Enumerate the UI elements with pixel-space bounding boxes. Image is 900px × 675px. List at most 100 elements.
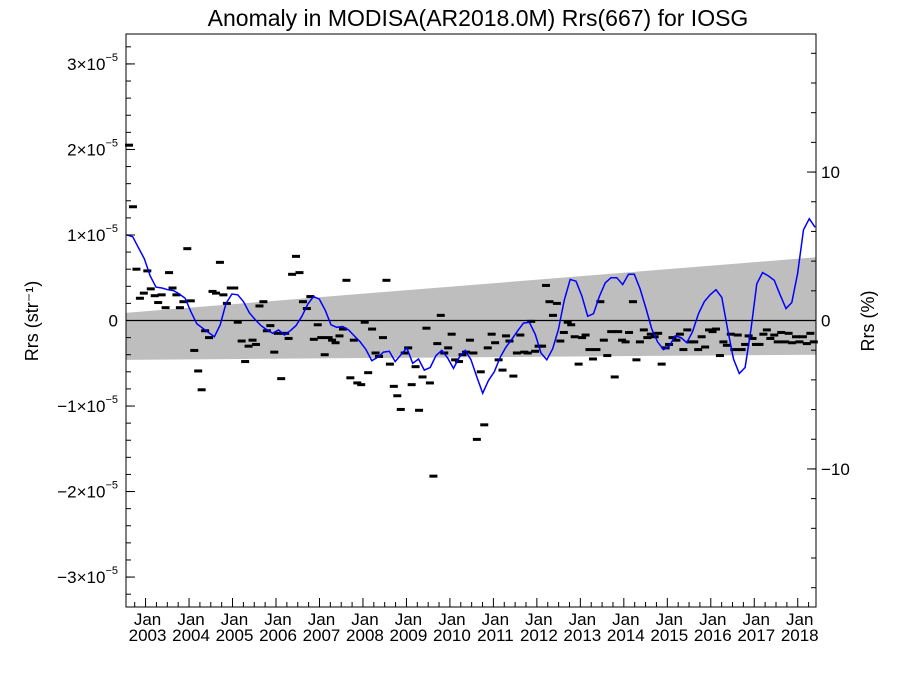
- y-axis-label-right: Rrs (%): [858, 291, 878, 352]
- data-point: [197, 388, 206, 392]
- data-point: [784, 331, 793, 335]
- data-point: [150, 294, 159, 298]
- data-point: [654, 331, 663, 335]
- data-point: [574, 362, 583, 366]
- data-point: [465, 338, 474, 342]
- data-point: [255, 304, 264, 308]
- data-point: [480, 423, 489, 427]
- data-point: [603, 354, 612, 358]
- data-point: [295, 271, 304, 275]
- data-point: [512, 351, 521, 355]
- data-point: [781, 340, 790, 344]
- x-tick-year: 2013: [563, 626, 601, 645]
- data-point: [230, 286, 239, 290]
- data-point: [444, 346, 453, 350]
- data-point: [135, 296, 144, 300]
- y-right-tick-label: 0: [821, 312, 830, 331]
- data-point: [712, 327, 720, 331]
- data-point: [665, 342, 674, 346]
- data-point: [675, 332, 684, 336]
- data-point: [476, 370, 485, 374]
- data-point: [643, 336, 652, 340]
- data-point: [349, 338, 358, 342]
- data-point: [559, 330, 568, 334]
- data-point: [168, 286, 177, 290]
- data-point: [719, 340, 728, 344]
- data-point: [364, 371, 373, 375]
- data-point: [146, 287, 155, 291]
- x-tick-month: Jan: [221, 610, 248, 629]
- data-point: [139, 291, 148, 295]
- data-point: [404, 346, 413, 350]
- data-point: [205, 336, 214, 340]
- data-point: [447, 332, 456, 336]
- data-point: [567, 323, 576, 327]
- data-point: [298, 300, 307, 304]
- data-point: [809, 340, 818, 344]
- data-point: [382, 278, 391, 282]
- data-point: [338, 327, 347, 331]
- data-point: [596, 300, 605, 304]
- x-tick-year: 2014: [607, 626, 645, 645]
- data-point: [755, 342, 764, 346]
- data-point: [125, 143, 134, 147]
- y-tick-label: 1×10−5: [67, 223, 118, 245]
- data-point: [792, 335, 800, 339]
- data-point: [556, 339, 565, 343]
- data-point: [143, 269, 152, 273]
- data-point: [679, 348, 688, 352]
- x-tick-year: 2018: [781, 626, 819, 645]
- data-point: [165, 271, 174, 275]
- data-point: [741, 342, 750, 346]
- series-line: [126, 217, 816, 396]
- data-point: [212, 291, 220, 295]
- data-point: [668, 336, 677, 340]
- data-point: [646, 332, 655, 336]
- data-point: [639, 328, 648, 332]
- data-point: [328, 338, 337, 342]
- data-point: [621, 340, 630, 344]
- data-point: [190, 348, 199, 352]
- data-point: [726, 332, 735, 336]
- data-point: [523, 351, 532, 355]
- data-point: [154, 301, 163, 305]
- data-point: [770, 333, 779, 337]
- data-point: [237, 339, 246, 343]
- y-tick-label: −3×10−5: [57, 565, 118, 587]
- data-point: [509, 374, 518, 378]
- data-point: [175, 306, 184, 310]
- chart-title: Anomaly in MODISA(AR2018.0M) Rrs(667) fo…: [208, 5, 749, 31]
- data-point: [458, 353, 467, 357]
- y-axis-label: Rrs (str⁻¹): [22, 281, 42, 361]
- data-point: [259, 300, 268, 304]
- data-point: [244, 344, 253, 348]
- data-point: [309, 337, 318, 341]
- data-point: [581, 333, 590, 337]
- data-point: [422, 326, 431, 330]
- data-point: [396, 407, 405, 411]
- data-point: [548, 313, 557, 317]
- data-point: [186, 299, 195, 303]
- data-point: [425, 381, 434, 385]
- data-point: [215, 260, 224, 264]
- data-point: [353, 381, 362, 385]
- x-tick-month: Jan: [177, 610, 204, 629]
- y-axis-left: −3×10−5 −2×10−5 −1×10−5 0 1×10−5 2×10−5 3×10−5: [57, 46, 135, 595]
- data-point: [715, 354, 724, 358]
- data-point: [400, 351, 409, 355]
- data-point: [284, 336, 293, 340]
- data-point: [527, 319, 536, 323]
- x-tick-year: 2003: [129, 626, 167, 645]
- data-point: [393, 394, 402, 398]
- data-point: [371, 351, 380, 355]
- data-point: [277, 377, 286, 381]
- data-point: [733, 333, 742, 337]
- x-tick-year: 2015: [650, 626, 688, 645]
- data-point: [777, 330, 786, 334]
- data-point: [317, 336, 326, 340]
- data-point: [302, 307, 311, 311]
- data-point: [306, 295, 315, 299]
- data-point: [313, 323, 322, 327]
- data-point: [491, 341, 500, 345]
